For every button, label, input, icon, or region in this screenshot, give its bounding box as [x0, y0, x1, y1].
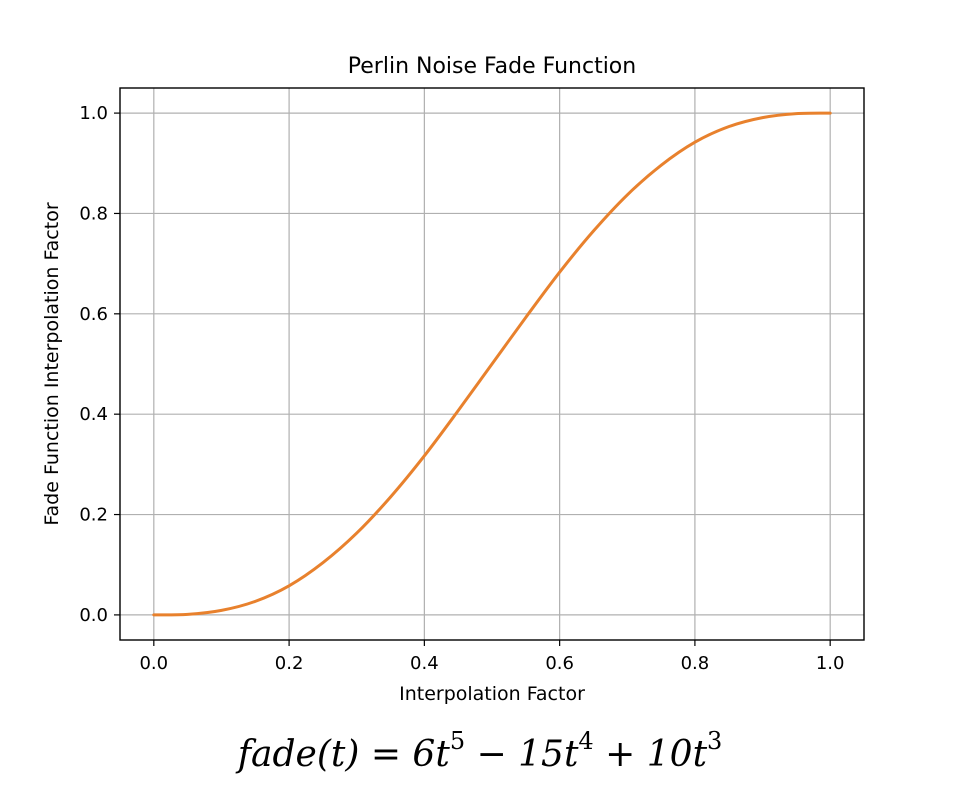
x-tick-label: 1.0: [816, 653, 845, 674]
y-tick-label: 0.8: [79, 203, 108, 224]
x-tick-label: 0.6: [545, 653, 574, 674]
formula-term-3: + 10t: [593, 734, 708, 775]
formula-exponent-3: 3: [707, 727, 723, 755]
y-tick-label: 0.6: [79, 304, 108, 325]
series-layer: [152, 111, 832, 617]
y-tick-label: 1.0: [79, 103, 108, 124]
formula-exponent-5: 5: [449, 727, 466, 755]
fade-function-chart: 0.0 0.2 0.4 0.6 0.8 1.0 0.0 0.2 0.4 0.6 0.8 1.0 Per…: [41, 54, 865, 705]
fade-formula: fade(t) = 6t5 − 15t4 + 10t3: [0, 712, 960, 778]
formula-term-2: − 15t: [465, 734, 579, 775]
y-axis-label: Fade Function Interpolation Factor: [41, 202, 63, 525]
x-axis-label: Interpolation Factor: [399, 683, 585, 705]
grid: [120, 88, 864, 640]
x-tick-label: 0.2: [275, 653, 304, 674]
y-tick-label: 0.2: [79, 505, 108, 526]
x-tick-label: 0.4: [410, 653, 439, 674]
x-tick-label: 0.8: [681, 653, 710, 674]
x-tick-label: 0.0: [139, 653, 168, 674]
axis-ticks: 0.0 0.2 0.4 0.6 0.8 1.0 0.0 0.2 0.4 0.6 0.8 1.0: [79, 103, 844, 674]
fade-series-line: [152, 111, 832, 617]
chart-title: Perlin Noise Fade Function: [348, 54, 636, 79]
plot-frame: [119, 87, 865, 641]
y-tick-label: 0.4: [79, 404, 108, 425]
formula-exponent-4: 4: [578, 727, 594, 755]
formula-main: fade(t) = 6t: [237, 734, 450, 775]
y-tick-label: 0.0: [79, 605, 108, 626]
